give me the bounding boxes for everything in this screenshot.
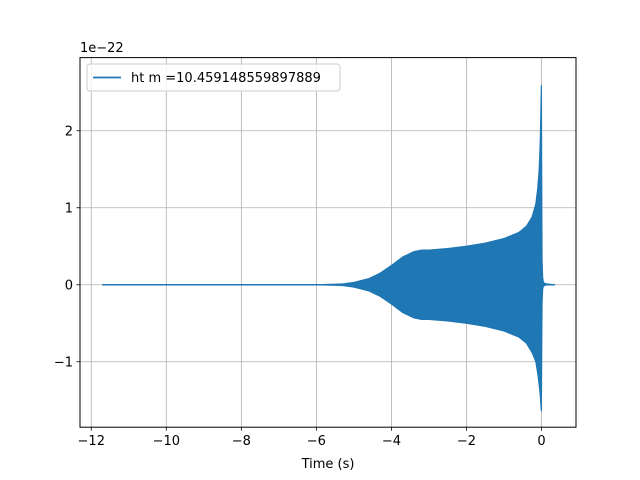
x-tick-label: −4: [382, 434, 401, 449]
series-ht: [101, 85, 556, 412]
x-tick-label: −6: [307, 434, 326, 449]
x-tick-label: −8: [232, 434, 251, 449]
y-tick-label: 1: [65, 201, 73, 216]
y-tick-label: −1: [54, 355, 73, 370]
legend-box: [86, 63, 341, 92]
y-tick-label: 0: [65, 278, 73, 293]
x-tick-label: −2: [457, 434, 476, 449]
y-scale-label: 1e−22: [80, 41, 124, 56]
x-tick-label: −10: [153, 434, 180, 449]
x-tick-label: −12: [78, 434, 105, 449]
y-tick-label: 2: [65, 124, 73, 139]
legend: ht m =10.459148559897889: [86, 63, 341, 92]
x-axis: −12 −10 −8 −6 −4 −2 0: [78, 427, 546, 449]
y-axis: −1 0 1 2: [54, 124, 80, 370]
x-axis-label: Time (s): [301, 457, 355, 472]
plot-frame: [79, 57, 577, 428]
legend-label: ht m =10.459148559897889: [131, 71, 321, 86]
x-tick-label: 0: [537, 434, 545, 449]
